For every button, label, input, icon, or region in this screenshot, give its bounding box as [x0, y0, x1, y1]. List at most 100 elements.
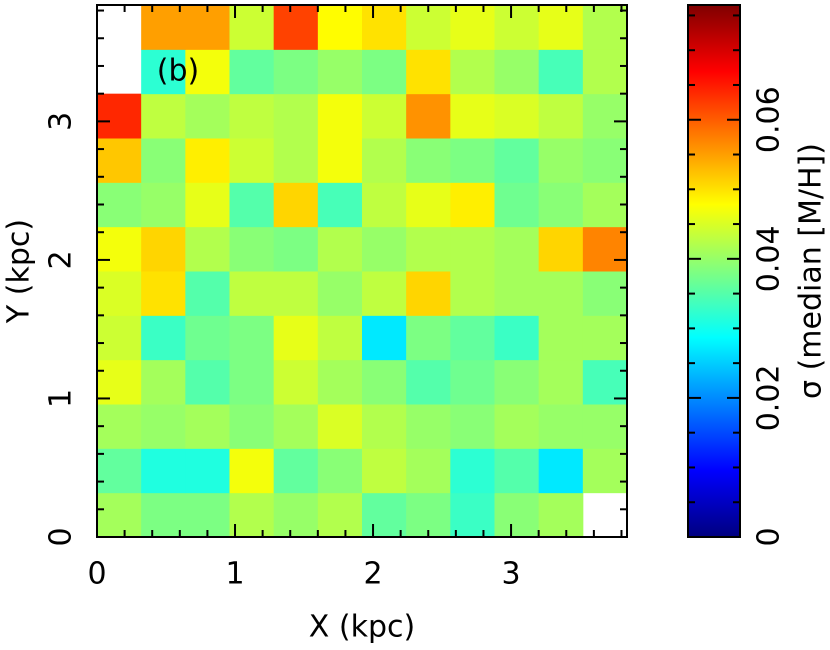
heatmap-cell: [185, 182, 230, 228]
heatmap-cell: [538, 359, 584, 405]
heatmap-cell: [141, 226, 186, 272]
heatmap-cell: [273, 226, 319, 272]
heatmap-cell: [450, 182, 495, 228]
y-tick-label: 3: [44, 112, 79, 131]
heatmap-cell: [229, 448, 275, 494]
heatmap-cell: [406, 49, 451, 95]
heatmap-cell: [273, 49, 319, 95]
y-axis-label: Y (kpc): [2, 219, 37, 324]
heatmap-cell: [582, 271, 628, 316]
heatmap-cell: [538, 5, 584, 50]
heatmap-cell: [141, 138, 186, 183]
heatmap-cell: [582, 448, 628, 494]
heatmap-cell: [494, 182, 540, 228]
heatmap-cell: [229, 138, 275, 183]
heatmap-cell: [229, 93, 275, 139]
heatmap-cell: [538, 226, 584, 272]
x-axis-label: X (kpc): [309, 610, 415, 645]
heatmap-cell: [317, 138, 363, 183]
heatmap-cell: [273, 271, 319, 316]
heatmap-cell: [362, 492, 407, 538]
heatmap-cell: [97, 93, 142, 139]
heatmap-cell: [141, 315, 186, 361]
heatmap-cell: [273, 5, 319, 50]
heatmap-cell: [141, 271, 186, 316]
heatmap-cell: [582, 5, 628, 50]
heatmap-cell: [582, 315, 628, 361]
heatmap-cell: [582, 138, 628, 183]
x-tick-label: 2: [363, 557, 382, 592]
heatmap-cell: [317, 49, 363, 95]
heatmap-cell: [406, 271, 451, 316]
heatmap-cell: [141, 448, 186, 494]
heatmap-cell: [317, 93, 363, 139]
heatmap-cell: [273, 93, 319, 139]
heatmap-cell: [494, 315, 540, 361]
heatmap-cell: [538, 271, 584, 316]
heatmap-cell: [582, 359, 628, 405]
heatmap-cell: [229, 226, 275, 272]
heatmap-cell: [494, 271, 540, 316]
heatmap-cell: [450, 49, 495, 95]
heatmap-cell: [273, 404, 319, 449]
heatmap-cell: [317, 359, 363, 405]
heatmap-cell: [494, 93, 540, 139]
heatmap-cell: [494, 49, 540, 95]
heatmap-cell: [273, 182, 319, 228]
heatmap-cell: [185, 448, 230, 494]
heatmap-cell: [450, 359, 495, 405]
heatmap-cell: [185, 226, 230, 272]
colorbar: [688, 5, 740, 537]
heatmap-cell: [450, 93, 495, 139]
heatmap-cell: [494, 448, 540, 494]
heatmap-cell: [97, 182, 142, 228]
heatmap-cell: [494, 404, 540, 449]
heatmap-cell: [538, 182, 584, 228]
heatmap-cell: [450, 492, 495, 538]
heatmap-cell: [538, 404, 584, 449]
heatmap-cell: [450, 138, 495, 183]
heatmap-cell: [494, 359, 540, 405]
heatmap-cell: [582, 93, 628, 139]
heatmap-cell: [273, 448, 319, 494]
heatmap-cell: [362, 182, 407, 228]
heatmap-cell: [141, 5, 186, 50]
heatmap-cell: [185, 404, 230, 449]
heatmap-cell: [406, 182, 451, 228]
heatmap-cell: [317, 271, 363, 316]
heatmap-cell: [141, 182, 186, 228]
heatmap-cell: [229, 182, 275, 228]
heatmap-cell: [141, 93, 186, 139]
heatmap-cell: [406, 93, 451, 139]
heatmap-cell: [185, 93, 230, 139]
heatmap-cell: [97, 138, 142, 183]
heatmap-cell: [362, 93, 407, 139]
heatmap-cell: [97, 448, 142, 494]
heatmap-cell: [494, 5, 540, 50]
y-tick-label: 1: [44, 389, 79, 408]
heatmap-cell: [229, 315, 275, 361]
heatmap-cell: [317, 226, 363, 272]
heatmap-cell: [97, 226, 142, 272]
heatmap-cell: [406, 5, 451, 50]
heatmap-cell: [450, 404, 495, 449]
heatmap-cell: [494, 226, 540, 272]
heatmap-cell: [538, 49, 584, 95]
heatmap-cell: [185, 359, 230, 405]
heatmap-cell: [406, 404, 451, 449]
heatmap-cell: [362, 359, 407, 405]
heatmap-cell: [362, 226, 407, 272]
heatmap-cell: [141, 492, 186, 538]
heatmap-cell: [273, 492, 319, 538]
heatmap-cell: [141, 359, 186, 405]
heatmap-cell: [362, 138, 407, 183]
colorbar-frame: [687, 4, 741, 538]
heatmap-cell: [317, 404, 363, 449]
heatmap-cell: [97, 315, 142, 361]
heatmap-cell: [273, 315, 319, 361]
heatmap-cell: [406, 359, 451, 405]
heatmap-cell: [317, 5, 363, 50]
heatmap-cell: [362, 271, 407, 316]
